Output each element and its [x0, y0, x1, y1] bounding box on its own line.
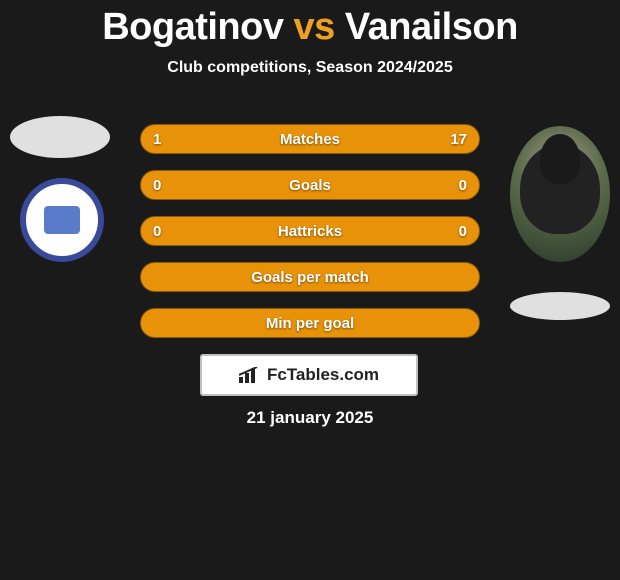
page-title: Bogatinov vs Vanailson [0, 0, 620, 49]
date-text: 21 january 2025 [0, 408, 620, 428]
stat-label: Goals per match [141, 269, 479, 286]
stat-right-value: 0 [459, 223, 467, 240]
player2-club-ellipse [510, 292, 610, 320]
player2-portrait [510, 126, 610, 262]
stat-label: Matches [141, 131, 479, 148]
stat-row-hattricks: 0 Hattricks 0 [140, 216, 480, 246]
player2-name: Vanailson [345, 6, 518, 48]
stat-label: Min per goal [141, 315, 479, 332]
stat-row-min-per-goal: Min per goal [140, 308, 480, 338]
subtitle: Club competitions, Season 2024/2025 [0, 59, 620, 77]
brand-badge: FcTables.com [200, 354, 418, 396]
stat-row-matches: 1 Matches 17 [140, 124, 480, 154]
stat-left-value: 0 [153, 223, 161, 240]
brand-text: FcTables.com [267, 365, 379, 385]
stat-row-goals-per-match: Goals per match [140, 262, 480, 292]
stat-label: Goals [141, 177, 479, 194]
stat-left-value: 0 [153, 177, 161, 194]
vs-text: vs [294, 6, 335, 48]
stat-row-goals: 0 Goals 0 [140, 170, 480, 200]
stat-left-value: 1 [153, 131, 161, 148]
player1-club-badge [20, 178, 104, 262]
player1-portrait-ellipse [10, 116, 110, 158]
stat-rows: 1 Matches 17 0 Goals 0 0 Hattricks 0 Goa… [140, 124, 480, 354]
stat-right-value: 0 [459, 177, 467, 194]
stat-label: Hattricks [141, 223, 479, 240]
player1-name: Bogatinov [102, 6, 283, 48]
stat-right-value: 17 [450, 131, 467, 148]
bar-chart-icon [239, 367, 261, 383]
